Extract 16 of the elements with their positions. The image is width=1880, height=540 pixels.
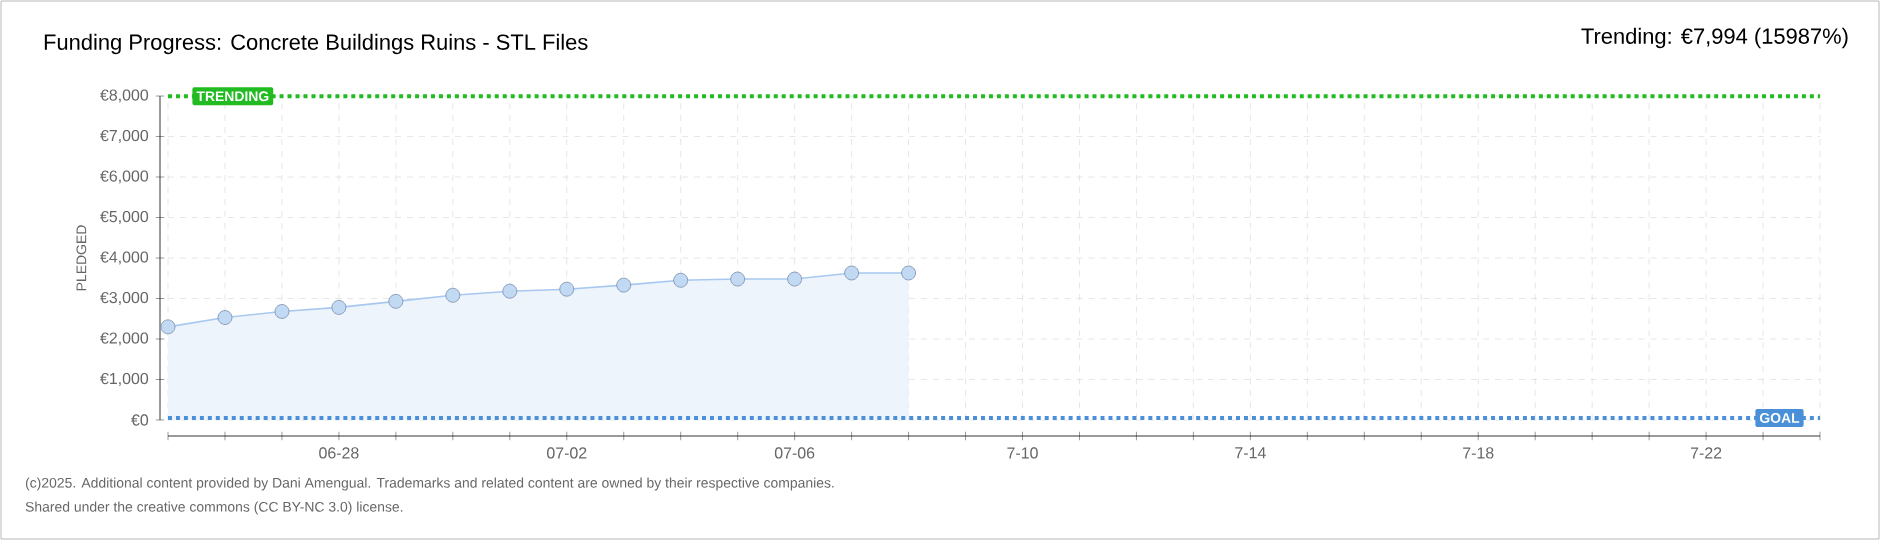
point <box>616 277 632 293</box>
chart-subtitle: Trending: €7,994 (15987%) <box>1581 27 1848 49</box>
point <box>331 300 347 315</box>
point <box>445 287 461 303</box>
point <box>730 271 746 287</box>
chart-title: Funding Progress: Concrete Buildings Ruins - STL Files <box>44 33 588 55</box>
point <box>160 319 176 335</box>
point <box>901 265 916 281</box>
point <box>217 310 233 325</box>
point <box>673 272 689 288</box>
point <box>388 293 404 309</box>
point <box>559 281 575 297</box>
point <box>502 283 518 299</box>
point <box>274 304 290 319</box>
point <box>787 271 803 287</box>
point <box>844 265 859 281</box>
